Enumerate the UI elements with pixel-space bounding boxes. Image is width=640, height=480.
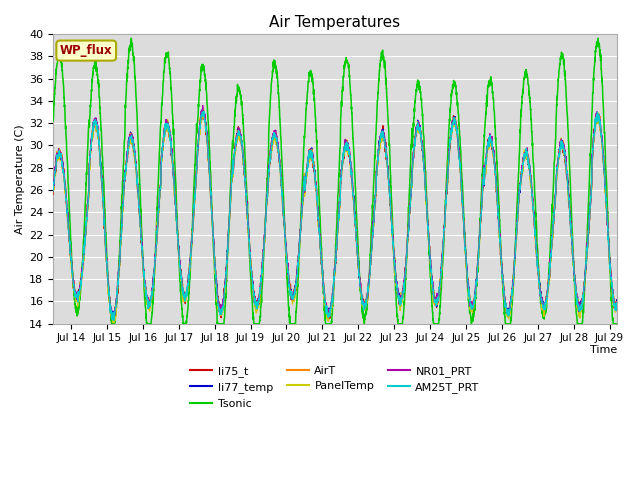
li77_temp: [114, 283, 122, 288]
AirT: [290, 291, 298, 297]
AirT: [147, 298, 155, 303]
Tsonic: [108, 321, 116, 327]
li75_t: [541, 303, 549, 309]
AM25T_PRT: [290, 292, 298, 298]
li77_temp: [110, 317, 118, 323]
Line: AM25T_PRT: AM25T_PRT: [53, 111, 617, 321]
li75_t: [266, 157, 273, 163]
Line: NR01_PRT: NR01_PRT: [53, 106, 617, 319]
Tsonic: [602, 173, 610, 179]
li75_t: [49, 191, 57, 197]
NR01_PRT: [147, 294, 155, 300]
NR01_PRT: [266, 158, 273, 164]
Y-axis label: Air Temperature (C): Air Temperature (C): [15, 124, 25, 234]
PanelTemp: [147, 299, 155, 304]
li75_t: [613, 297, 621, 302]
NR01_PRT: [114, 280, 122, 286]
AirT: [114, 282, 122, 288]
li77_temp: [290, 291, 298, 297]
li75_t: [290, 292, 298, 298]
Tsonic: [290, 321, 298, 327]
li77_temp: [49, 189, 57, 194]
li77_temp: [602, 198, 610, 204]
NR01_PRT: [602, 198, 610, 204]
PanelTemp: [541, 302, 549, 308]
NR01_PRT: [541, 299, 549, 305]
Legend: li75_t, li77_temp, Tsonic, AirT, PanelTemp, NR01_PRT, AM25T_PRT: li75_t, li77_temp, Tsonic, AirT, PanelTe…: [186, 361, 484, 413]
Line: li75_t: li75_t: [53, 112, 617, 324]
AirT: [199, 108, 207, 113]
Line: Tsonic: Tsonic: [53, 38, 617, 324]
AM25T_PRT: [602, 198, 610, 204]
NR01_PRT: [49, 189, 57, 194]
AM25T_PRT: [110, 318, 118, 324]
NR01_PRT: [199, 103, 207, 108]
PanelTemp: [613, 301, 621, 307]
PanelTemp: [110, 320, 118, 326]
li77_temp: [147, 295, 155, 300]
AM25T_PRT: [49, 188, 57, 194]
Tsonic: [147, 318, 155, 324]
Tsonic: [127, 36, 135, 41]
Tsonic: [114, 285, 122, 290]
PanelTemp: [200, 105, 207, 111]
li77_temp: [541, 301, 549, 307]
AM25T_PRT: [200, 108, 208, 114]
Line: li77_temp: li77_temp: [53, 108, 617, 320]
AirT: [49, 187, 57, 193]
Tsonic: [49, 118, 57, 124]
PanelTemp: [114, 288, 122, 294]
li75_t: [114, 278, 122, 284]
PanelTemp: [49, 189, 57, 195]
li75_t: [147, 299, 155, 305]
li77_temp: [266, 156, 273, 162]
Text: WP_flux: WP_flux: [60, 44, 113, 57]
NR01_PRT: [290, 290, 298, 296]
Tsonic: [613, 321, 621, 327]
PanelTemp: [290, 293, 298, 299]
Tsonic: [541, 308, 549, 313]
li77_temp: [613, 297, 621, 303]
li75_t: [108, 321, 115, 326]
AirT: [602, 198, 610, 204]
AM25T_PRT: [147, 296, 155, 301]
Line: PanelTemp: PanelTemp: [53, 108, 617, 323]
NR01_PRT: [613, 300, 621, 305]
Line: AirT: AirT: [53, 110, 617, 318]
AM25T_PRT: [541, 299, 549, 305]
AM25T_PRT: [266, 156, 273, 162]
Title: Air Temperatures: Air Temperatures: [269, 15, 401, 30]
PanelTemp: [266, 162, 273, 168]
NR01_PRT: [109, 316, 116, 322]
li77_temp: [199, 106, 207, 111]
li75_t: [200, 109, 208, 115]
AirT: [541, 301, 549, 307]
AirT: [266, 155, 273, 161]
AM25T_PRT: [613, 300, 621, 306]
li75_t: [602, 197, 610, 203]
X-axis label: Time: Time: [589, 345, 617, 355]
AM25T_PRT: [114, 285, 122, 290]
PanelTemp: [602, 203, 610, 209]
AirT: [613, 299, 621, 305]
Tsonic: [266, 111, 273, 117]
AirT: [110, 315, 118, 321]
